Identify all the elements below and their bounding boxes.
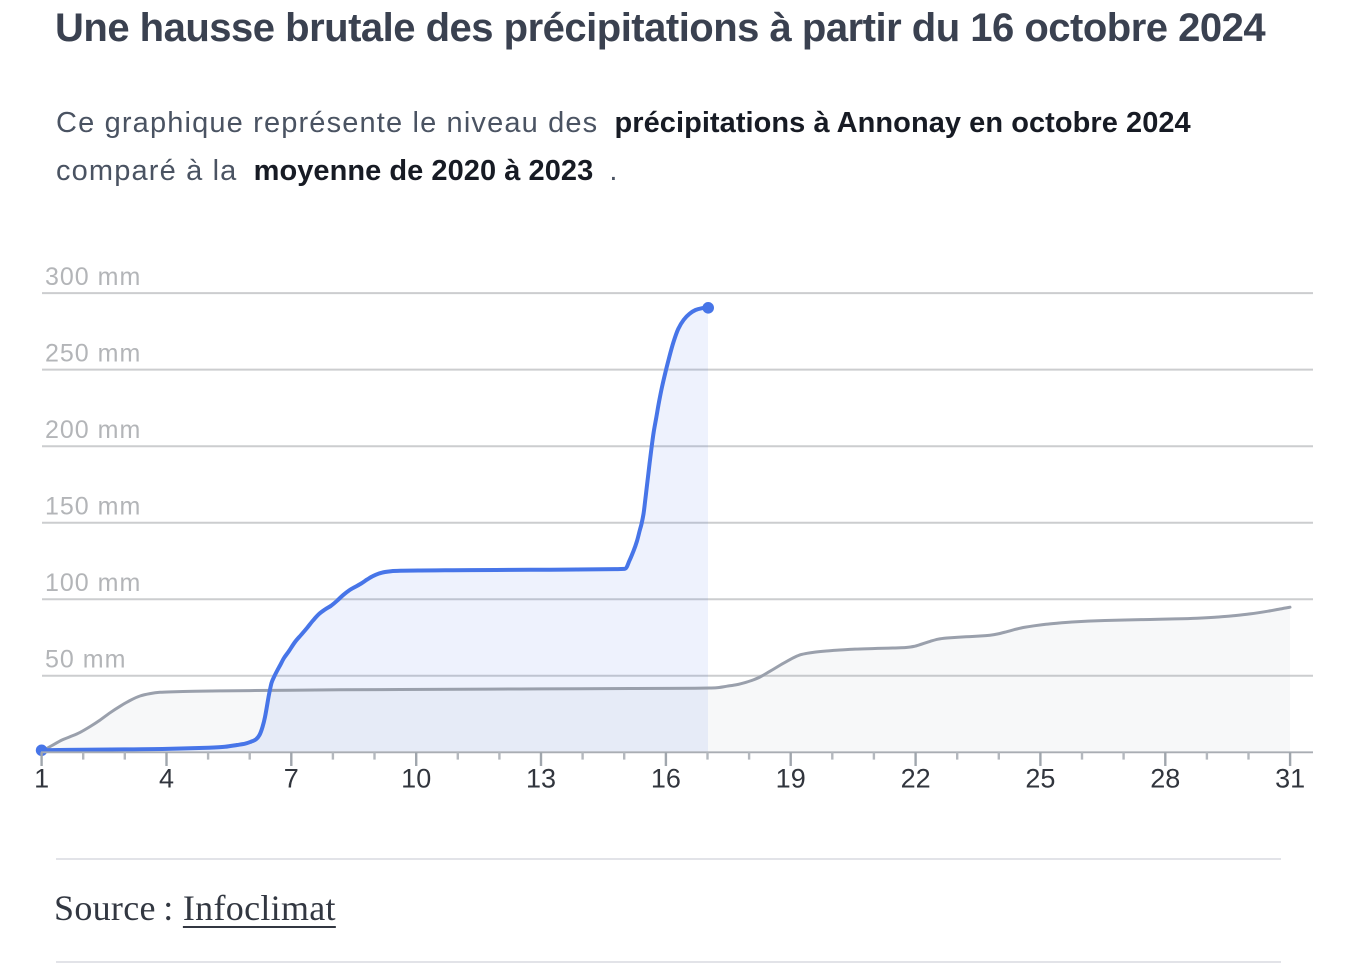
svg-text:19: 19 <box>776 764 806 794</box>
svg-text:31: 31 <box>1275 764 1305 794</box>
svg-text:7: 7 <box>284 764 299 794</box>
svg-text:200 mm: 200 mm <box>45 416 141 444</box>
svg-text:22: 22 <box>901 764 931 794</box>
svg-text:100 mm: 100 mm <box>45 569 141 597</box>
svg-text:1: 1 <box>34 764 49 794</box>
svg-text:50 mm: 50 mm <box>45 646 126 674</box>
svg-text:16: 16 <box>651 764 681 794</box>
svg-text:25: 25 <box>1025 764 1055 794</box>
svg-text:150 mm: 150 mm <box>45 493 141 521</box>
svg-text:28: 28 <box>1150 764 1180 794</box>
svg-text:13: 13 <box>526 764 556 794</box>
svg-text:10: 10 <box>401 764 431 794</box>
svg-text:4: 4 <box>159 764 174 794</box>
svg-text:300 mm: 300 mm <box>45 263 141 291</box>
svg-text:250 mm: 250 mm <box>45 340 141 368</box>
